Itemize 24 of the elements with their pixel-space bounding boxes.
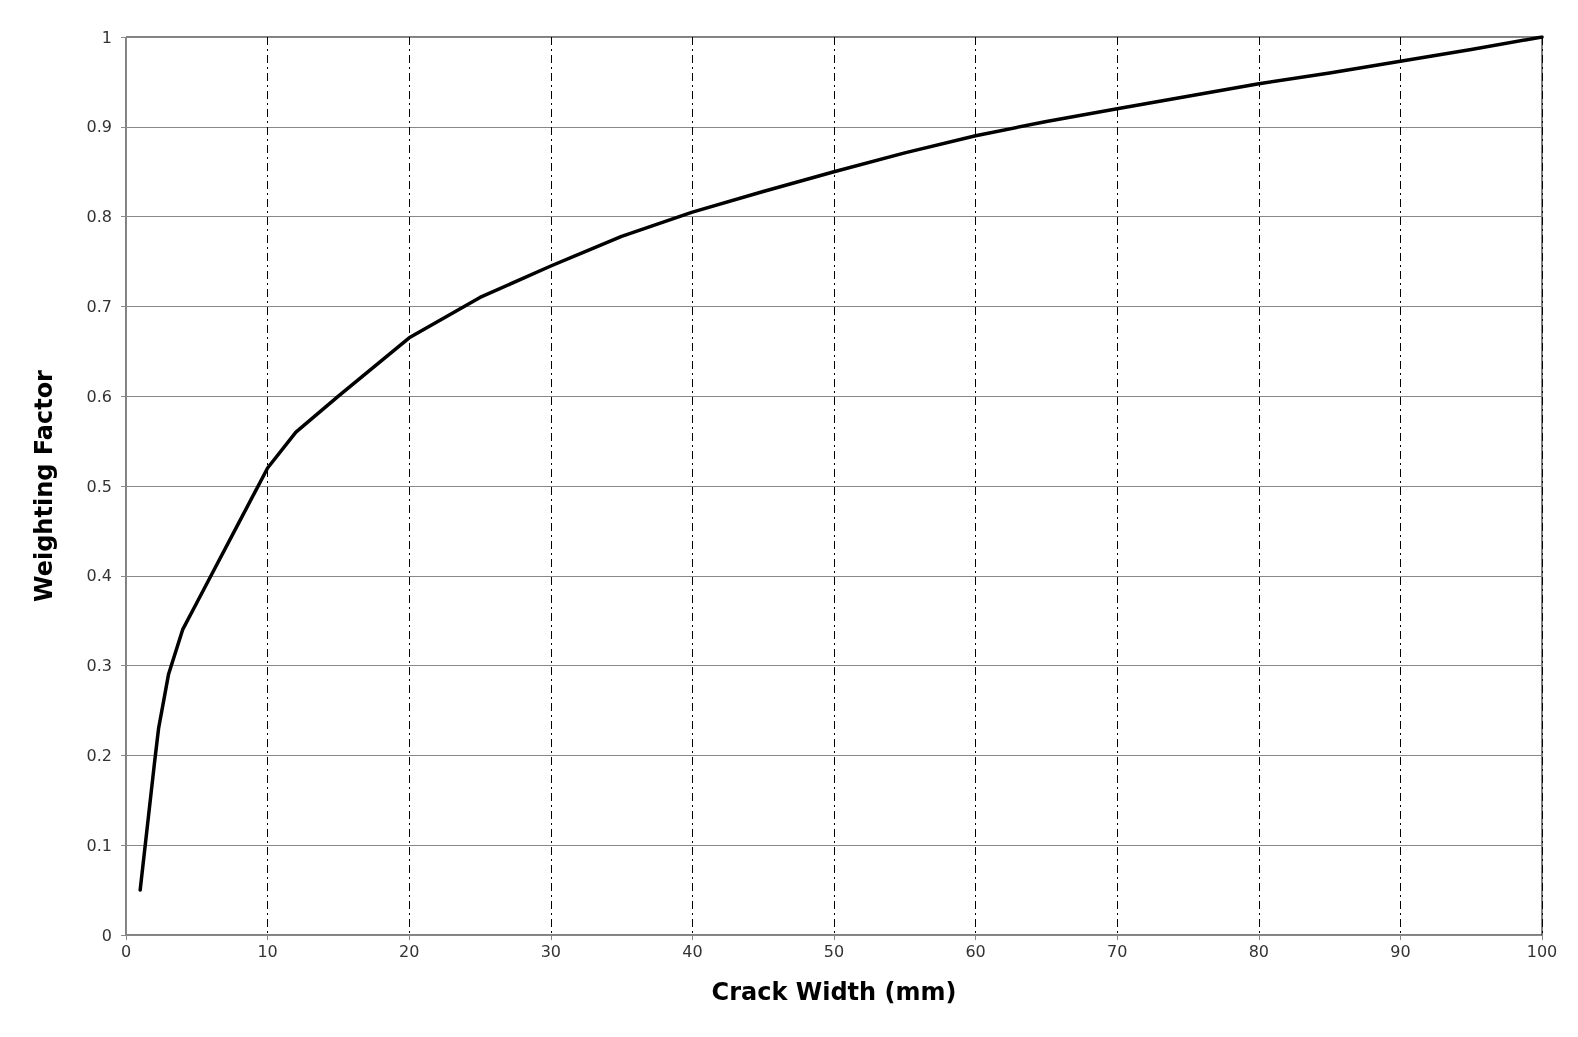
x-tick-label: 10: [257, 941, 278, 961]
y-tick-label: 1: [101, 27, 112, 47]
x-tick-label: 60: [965, 941, 986, 961]
x-tick-label: 0: [120, 941, 132, 961]
y-tick-label: 0.7: [86, 296, 112, 316]
x-tick-label: 90: [1390, 941, 1411, 961]
x-tick-label: 30: [540, 941, 561, 961]
x-tick-label: 50: [823, 941, 845, 961]
x-tick-label: 80: [1248, 941, 1269, 961]
y-tick-label: 0.9: [86, 117, 112, 137]
y-tick-label: 0.2: [86, 745, 112, 765]
x-tick-label: 100: [1526, 941, 1558, 961]
y-tick-label: 0.8: [86, 207, 112, 227]
x-tick-label: 20: [399, 941, 420, 961]
y-axis-title: Weighting Factor: [30, 369, 58, 602]
x-tick-label: 70: [1107, 941, 1128, 961]
y-tick-label: 0: [101, 925, 112, 945]
y-tick-label: 0.5: [86, 476, 112, 496]
x-axis-title: Crack Width (mm): [711, 978, 957, 1006]
y-tick-label: 0.4: [86, 566, 112, 586]
x-tick-label: 40: [682, 941, 703, 961]
y-tick-label: 0.3: [86, 656, 112, 676]
y-tick-label: 0.1: [86, 835, 112, 855]
y-tick-label: 0.6: [86, 386, 112, 406]
